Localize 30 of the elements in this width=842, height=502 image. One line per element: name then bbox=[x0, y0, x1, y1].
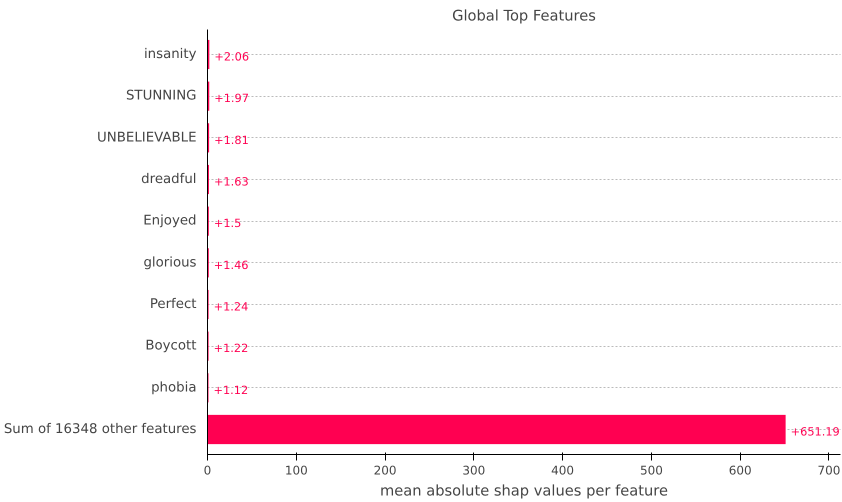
y-tick-label: phobia bbox=[151, 380, 197, 396]
x-tick-label: 300 bbox=[462, 464, 486, 478]
data-label: +2.06 bbox=[214, 50, 250, 64]
x-tick-label: 600 bbox=[728, 464, 752, 478]
data-label: +1.81 bbox=[214, 132, 249, 147]
data-label: +1.97 bbox=[214, 91, 249, 106]
data-label: +651.19 bbox=[790, 424, 840, 438]
y-tick-label: UNBELIEVABLE bbox=[97, 130, 197, 146]
x-tick-label: 0 bbox=[204, 464, 212, 478]
y-tick-label: insanity bbox=[144, 47, 197, 62]
y-tick-label: dreadful bbox=[141, 172, 197, 187]
data-label: +1.46 bbox=[214, 258, 249, 272]
x-tick-label: 200 bbox=[374, 464, 397, 478]
data-label: +1.12 bbox=[213, 382, 248, 397]
x-tick-label: 500 bbox=[640, 464, 663, 478]
chart-title: Global Top Features bbox=[452, 8, 596, 24]
y-tick-label: Perfect bbox=[150, 297, 196, 312]
x-tick-label: 700 bbox=[818, 464, 840, 478]
data-label: +1.63 bbox=[214, 174, 249, 188]
x-tick-label: 100 bbox=[284, 464, 308, 478]
x-axis-title: mean absolute shap values per feature bbox=[380, 482, 668, 500]
y-tick-label: STUNNING bbox=[126, 88, 197, 104]
data-label: +1.22 bbox=[214, 341, 248, 356]
y-tick-label: glorious bbox=[143, 255, 197, 270]
y-tick-label: Sum of 16348 other features bbox=[4, 422, 197, 437]
x-tick-label: 400 bbox=[551, 464, 574, 478]
data-label: +1.24 bbox=[214, 300, 248, 314]
y-tick-label: Boycott bbox=[145, 338, 197, 354]
y-tick-label: Enjoyed bbox=[143, 214, 197, 229]
data-label: +1.5 bbox=[214, 216, 242, 230]
